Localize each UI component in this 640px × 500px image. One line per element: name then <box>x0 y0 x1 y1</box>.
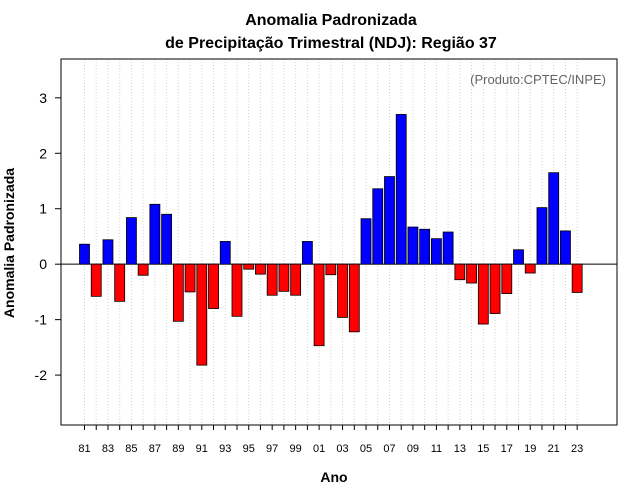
x-axis: 81 83 85 87 89 91 93 95 97 99 01 03 05 07 09 11 13 15 17 19… <box>78 425 583 455</box>
bar-1986 <box>137 263 149 276</box>
bar-1990 <box>184 263 196 293</box>
bar-2023 <box>571 263 583 293</box>
bar-2004 <box>348 263 360 333</box>
bar-2012 <box>442 231 454 265</box>
x-tick-label: 17 <box>501 443 513 455</box>
x-tick-label: 15 <box>477 443 489 455</box>
bar-2002 <box>325 263 337 276</box>
bar-2007 <box>384 176 395 265</box>
x-axis-label: Ano <box>320 469 347 485</box>
x-tick-label: 21 <box>548 443 560 455</box>
x-tick-label: 09 <box>407 443 419 455</box>
x-tick-label: 89 <box>172 443 184 455</box>
bar-1992 <box>208 263 219 309</box>
x-tick-label: 01 <box>313 443 325 455</box>
y-tick-label: 3 <box>39 90 47 106</box>
bar-2022 <box>560 230 571 265</box>
bar-1996 <box>255 263 266 275</box>
bar-1985 <box>126 217 137 265</box>
x-tick-label: 07 <box>383 443 395 455</box>
x-tick-label: 81 <box>78 443 90 455</box>
bar-2006 <box>372 188 384 265</box>
y-axis: -2 -1 0 1 2 3 <box>35 90 61 383</box>
x-tick-label: 87 <box>149 443 161 455</box>
bar-1988 <box>161 213 173 265</box>
bar-2011 <box>430 238 442 265</box>
x-tick-label: 99 <box>290 443 302 455</box>
bar-1995 <box>243 263 255 270</box>
bar-1982 <box>90 263 102 297</box>
x-tick-label: 03 <box>336 443 348 455</box>
bar-2003 <box>337 263 348 318</box>
x-tick-label: 13 <box>454 443 466 455</box>
credit-text: (Produto:CPTEC/INPE) <box>470 72 606 87</box>
x-tick-label: 83 <box>102 443 114 455</box>
y-axis-label: Anomalia Padronizada <box>1 168 17 318</box>
bar-2000 <box>301 241 313 265</box>
y-tick-label: 1 <box>39 201 47 217</box>
x-tick-label: 95 <box>243 443 255 455</box>
bar-2020 <box>536 207 548 265</box>
bar-1984 <box>114 263 126 302</box>
x-tick-label: 91 <box>196 443 208 455</box>
bar-1989 <box>172 263 184 322</box>
bar-1983 <box>102 239 114 265</box>
bar-2008 <box>395 114 407 265</box>
x-tick-label: 23 <box>571 443 583 455</box>
bar-2009 <box>407 226 419 265</box>
x-tick-label: 19 <box>524 443 536 455</box>
bar-1991 <box>196 263 208 366</box>
x-tick-label: 05 <box>360 443 372 455</box>
x-tick-label: 93 <box>219 443 231 455</box>
bar-1997 <box>266 263 278 296</box>
bar-2010 <box>419 228 431 265</box>
x-tick-label: 11 <box>431 443 442 455</box>
y-tick-label: -1 <box>35 312 48 328</box>
bar-1987 <box>149 203 161 265</box>
y-tick-label: 2 <box>39 145 47 161</box>
bar-1999 <box>290 263 302 296</box>
chart-title-line2: de Precipitação Trimestral (NDJ): Região… <box>165 35 497 52</box>
x-tick-label: 85 <box>125 443 137 455</box>
chart-title-line1: Anomalia Padronizada <box>245 12 417 29</box>
bar-2015 <box>477 263 489 325</box>
bar-2005 <box>360 218 372 265</box>
bar-1993 <box>219 241 231 265</box>
bar-2018 <box>513 249 524 265</box>
bars <box>79 114 583 366</box>
y-tick-label: 0 <box>39 256 47 272</box>
bar-2019 <box>524 263 536 274</box>
bar-1998 <box>278 263 290 292</box>
plot-frame <box>60 58 618 426</box>
bar-2017 <box>501 263 513 294</box>
bar-2021 <box>548 172 560 265</box>
y-tick-label: -2 <box>35 367 48 383</box>
bar-2001 <box>313 263 325 347</box>
bar-2014 <box>466 263 477 284</box>
x-tick-label: 97 <box>266 443 278 455</box>
bar-1981 <box>79 243 90 265</box>
bar-1994 <box>231 263 243 317</box>
bar-2016 <box>489 263 501 314</box>
bar-2013 <box>454 263 466 281</box>
